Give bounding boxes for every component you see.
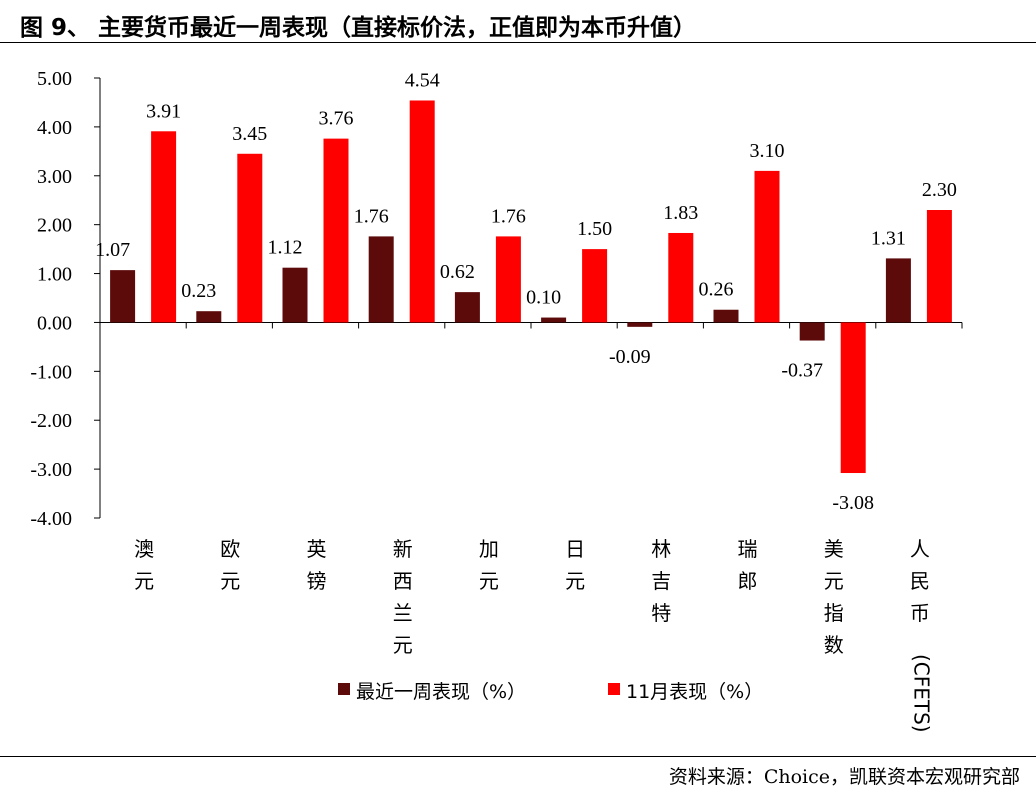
category-label-char: 镑: [307, 569, 327, 593]
category-label-char: 林: [651, 537, 671, 561]
legend-swatch-week: [338, 683, 350, 695]
data-label-week: 0.10: [526, 287, 561, 309]
source-note: 资料来源：Choice，凯联资本宏观研究部: [668, 766, 1020, 788]
category-label-char: 澳: [134, 537, 154, 561]
y-tick-label: 1.00: [37, 264, 72, 286]
bar-november: [582, 249, 608, 323]
bar-november: [926, 210, 952, 323]
bar-week: [627, 322, 653, 327]
category-label-char: 元: [479, 569, 499, 593]
category-label-char: 加: [479, 537, 499, 561]
y-tick-label: 4.00: [37, 117, 72, 139]
category-label-char: 元: [220, 569, 240, 593]
category-label-char: 英: [307, 537, 327, 561]
y-tick-label: -1.00: [30, 361, 72, 383]
legend-swatch-november: [608, 683, 620, 695]
category-label-char: 欧: [220, 537, 240, 561]
category-label-char: 日: [565, 537, 585, 561]
data-label-november: -3.08: [832, 492, 874, 514]
y-tick-label: 0.00: [37, 312, 72, 334]
data-label-november: 1.76: [491, 205, 526, 227]
data-label-november: 2.30: [922, 179, 957, 201]
bar-week: [282, 267, 308, 323]
category-label-char: 指: [824, 601, 844, 625]
data-label-week: 0.23: [181, 280, 216, 302]
legend-label-november: 11月表现（%）: [626, 681, 763, 703]
title-rule: [0, 42, 1036, 43]
bar-week: [196, 311, 222, 323]
bar-week: [885, 258, 911, 323]
data-label-november: 4.54: [405, 69, 440, 91]
data-label-week: 0.62: [440, 261, 475, 283]
category-label-part: (CFETS): [909, 654, 933, 733]
bar-november: [409, 100, 435, 323]
category-label-char: 西: [393, 569, 413, 593]
data-label-week: -0.37: [781, 360, 823, 382]
legend-label-week: 最近一周表现（%）: [356, 681, 526, 703]
category-label-char: 元: [393, 633, 413, 657]
y-tick-label: 2.00: [37, 215, 72, 237]
bar-november: [840, 322, 866, 474]
category-label-char: 元: [134, 569, 154, 593]
data-label-week: -0.09: [609, 346, 651, 368]
category-label-char: 民: [910, 569, 930, 593]
category-label-char: 元: [824, 569, 844, 593]
bar-week: [799, 322, 825, 341]
y-tick-label: 3.00: [37, 166, 72, 188]
y-tick-label: -2.00: [30, 410, 72, 432]
bar-november: [495, 236, 521, 323]
source-rule: [0, 756, 1036, 757]
data-label-november: 3.91: [146, 100, 181, 122]
category-label-char: 人: [910, 537, 930, 561]
category-label-char: 数: [824, 633, 844, 657]
bar-november: [237, 153, 263, 323]
bar-november: [151, 131, 177, 323]
data-label-november: 3.10: [750, 140, 785, 162]
y-tick-label: -3.00: [30, 459, 72, 481]
bar-week: [368, 236, 394, 323]
y-tick-label: -4.00: [30, 508, 72, 530]
category-label-char: 吉: [651, 569, 671, 593]
data-label-week: 0.26: [699, 279, 734, 301]
category-label-char: 美: [824, 537, 844, 561]
category-label-char: 兰: [393, 601, 413, 625]
bar-week: [713, 309, 739, 323]
bar-week: [110, 270, 136, 323]
category-label-char: 特: [651, 601, 671, 625]
category-label-char: 新: [393, 537, 413, 561]
data-label-week: 1.07: [95, 239, 130, 261]
category-label-char: 郎: [738, 569, 758, 593]
category-label-char: 币: [910, 601, 930, 625]
bar-week: [541, 317, 567, 323]
data-label-november: 3.45: [232, 123, 267, 145]
category-label-char: 元: [565, 569, 585, 593]
data-label-week: 1.12: [268, 237, 303, 259]
data-label-november: 1.83: [663, 202, 698, 224]
data-label-week: 1.31: [871, 227, 906, 249]
bar-november: [323, 138, 349, 323]
category-label-char: 瑞: [738, 537, 758, 561]
bar-week: [454, 292, 480, 323]
bar-november: [668, 232, 694, 323]
data-label-november: 3.76: [319, 108, 354, 130]
data-label-november: 1.50: [577, 218, 612, 240]
y-tick-label: 5.00: [37, 68, 72, 90]
bar-november: [754, 170, 780, 323]
data-label-week: 1.76: [354, 205, 389, 227]
figure-title: 图 9、 主要货币最近一周表现（直接标价法，正值即为本币升值）: [20, 15, 697, 41]
